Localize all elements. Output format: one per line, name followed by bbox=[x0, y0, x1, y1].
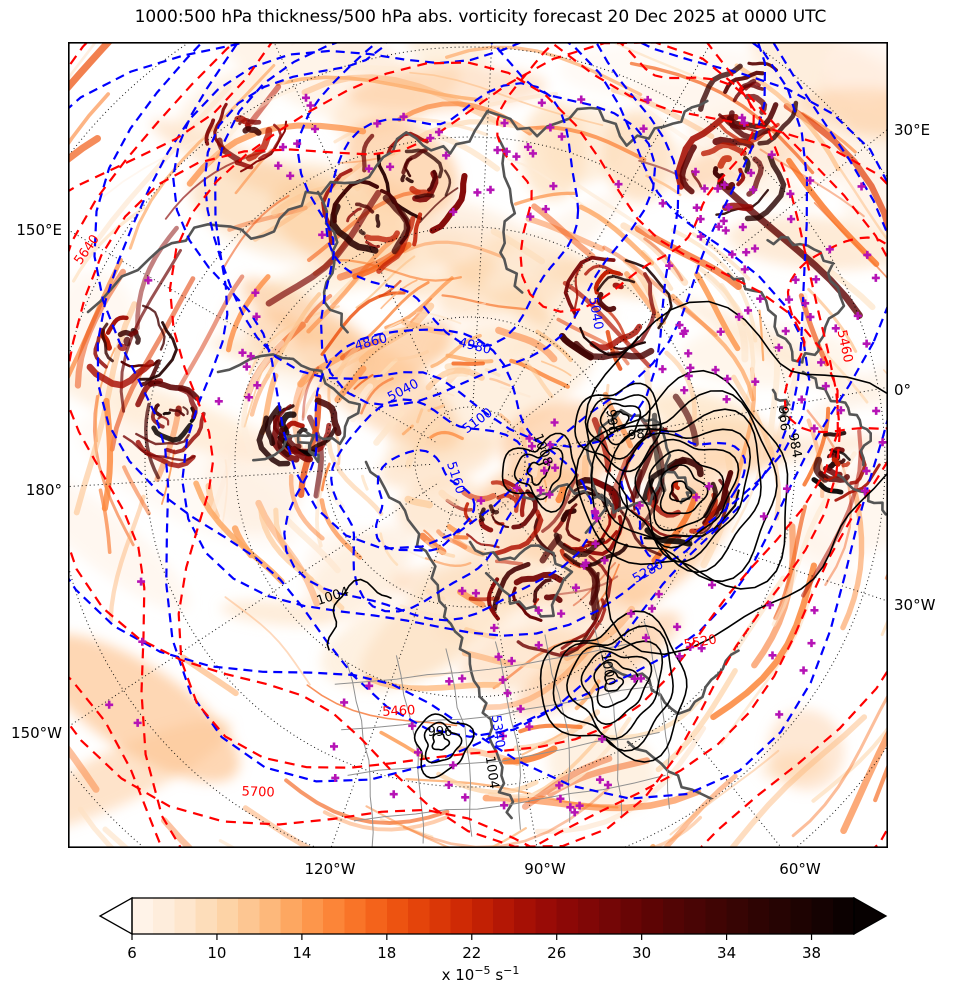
contour-label: 1004 bbox=[482, 755, 501, 790]
contour-label: 1000 bbox=[597, 652, 618, 687]
colorbar-tick-label: 34 bbox=[717, 944, 736, 962]
axis-label-150degE: 150°E bbox=[16, 221, 62, 239]
thickness-high-contours bbox=[68, 42, 888, 848]
axis-label-150degW: 150°W bbox=[11, 724, 62, 742]
colorbar-tick-label: 30 bbox=[632, 944, 651, 962]
axis-label-90degW: 90°W bbox=[524, 860, 566, 878]
contour-label: 984 bbox=[627, 425, 654, 443]
contour-label: 5340 bbox=[488, 714, 507, 749]
station-markers-layer bbox=[105, 93, 887, 817]
colorbar-under-arrow bbox=[98, 896, 133, 936]
contour-label: 966 bbox=[775, 406, 792, 432]
state-borders-layer bbox=[334, 620, 670, 848]
colorbar-tick-label: 38 bbox=[802, 944, 821, 962]
contour-label: 5460 bbox=[382, 703, 416, 720]
axis-label-180deg: 180° bbox=[25, 481, 62, 499]
unit-mid: s bbox=[490, 966, 504, 984]
contour-label: 5040 bbox=[585, 296, 606, 331]
colorbar-tick-label: 10 bbox=[207, 944, 226, 962]
colorbar-over-arrow bbox=[853, 896, 888, 936]
axis-label-120degW: 120°W bbox=[304, 860, 356, 878]
unit-exponent: −5 bbox=[474, 964, 491, 977]
colorbar-tick-label: 14 bbox=[292, 944, 311, 962]
axis-label-30degW: 30°W bbox=[894, 596, 936, 614]
map-canvas: 4860 498050405100516050405280534056405700… bbox=[68, 42, 888, 848]
axis-label-30degE: 30°E bbox=[894, 121, 931, 139]
map-area: 4860 4980 5040 5100 5160 5040 5280 5340 5640 5700… bbox=[68, 42, 888, 848]
colorbar-tick-label: 22 bbox=[462, 944, 481, 962]
contour-label: 5700 bbox=[241, 784, 275, 800]
axis-label-60degW: 60°W bbox=[779, 860, 821, 878]
colorbar: 6 10 14 18 22 26 30 34 38 x 10−5 s−1 bbox=[0, 888, 961, 1005]
axis-label-0deg: 0° bbox=[894, 381, 912, 399]
unit-exponent-2: −1 bbox=[503, 964, 520, 977]
colorbar-tick-label: 26 bbox=[547, 944, 566, 962]
contour-label: 5520 bbox=[683, 632, 718, 653]
colorbar-unit-label: x 10−5 s−1 bbox=[0, 964, 961, 984]
mslp-contours bbox=[326, 300, 888, 779]
vorticity-wash-layer bbox=[68, 42, 888, 835]
chart-title: 1000:500 hPa thickness/500 hPa abs. vort… bbox=[134, 7, 827, 27]
contour-label: 996 bbox=[428, 725, 453, 740]
unit-prefix: x 10 bbox=[441, 966, 475, 984]
colorbar-canvas: 6 10 14 18 22 26 30 34 38 bbox=[98, 896, 888, 962]
contour-label: 984 bbox=[785, 432, 804, 459]
contour-label: 996 bbox=[603, 409, 620, 435]
contour-label: 5460 bbox=[834, 329, 856, 364]
colorbar-segments bbox=[132, 898, 855, 934]
colorbar-tick-label: 18 bbox=[377, 944, 396, 962]
colorbar-tick-label: 6 bbox=[127, 944, 137, 962]
colorbar-ticks: 6 10 14 18 22 26 30 34 38 bbox=[127, 934, 821, 962]
